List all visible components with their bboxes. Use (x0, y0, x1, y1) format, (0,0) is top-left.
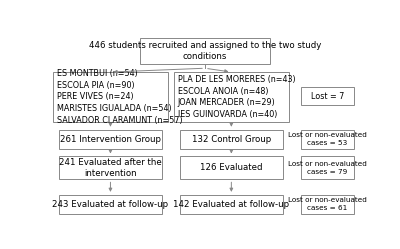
Text: Lost or non-evaluated
cases = 79: Lost or non-evaluated cases = 79 (288, 161, 367, 175)
Text: 241 Evaluated after the
intervention: 241 Evaluated after the intervention (59, 158, 162, 178)
Text: Lost or non-evaluated
cases = 61: Lost or non-evaluated cases = 61 (288, 197, 367, 211)
Text: 261 Intervention Group: 261 Intervention Group (60, 135, 161, 144)
Text: Lost or non-evaluated
cases = 53: Lost or non-evaluated cases = 53 (288, 132, 367, 146)
FancyBboxPatch shape (53, 72, 168, 122)
FancyBboxPatch shape (59, 156, 162, 180)
Text: 142 Evaluated at follow-up: 142 Evaluated at follow-up (173, 200, 290, 209)
FancyBboxPatch shape (59, 195, 162, 214)
FancyBboxPatch shape (140, 38, 270, 64)
FancyBboxPatch shape (301, 129, 354, 149)
Text: Lost = 7: Lost = 7 (311, 92, 344, 101)
Text: PLA DE LES MORERES (n=43)
ESCOLA ANOIA (n=48)
JOAN MERCADER (n=29)
IES GUINOVARD: PLA DE LES MORERES (n=43) ESCOLA ANOIA (… (178, 75, 295, 119)
Text: 446 students recruited and assigned to the two study
conditions: 446 students recruited and assigned to t… (89, 41, 321, 61)
FancyBboxPatch shape (180, 195, 282, 214)
FancyBboxPatch shape (301, 195, 354, 214)
FancyBboxPatch shape (174, 72, 289, 122)
FancyBboxPatch shape (59, 129, 162, 149)
FancyBboxPatch shape (180, 129, 282, 149)
FancyBboxPatch shape (301, 87, 354, 105)
Text: ES MONTBUI (n=54)
ESCOLA PIA (n=90)
PERE VIVES (n=24)
MARISTES IGUALADA (n=54)
S: ES MONTBUI (n=54) ESCOLA PIA (n=90) PERE… (57, 69, 182, 125)
FancyBboxPatch shape (180, 156, 282, 180)
Text: 132 Control Group: 132 Control Group (192, 135, 271, 144)
Text: 243 Evaluated at follow-up: 243 Evaluated at follow-up (52, 200, 168, 209)
FancyBboxPatch shape (301, 156, 354, 180)
Text: 126 Evaluated: 126 Evaluated (200, 163, 263, 172)
